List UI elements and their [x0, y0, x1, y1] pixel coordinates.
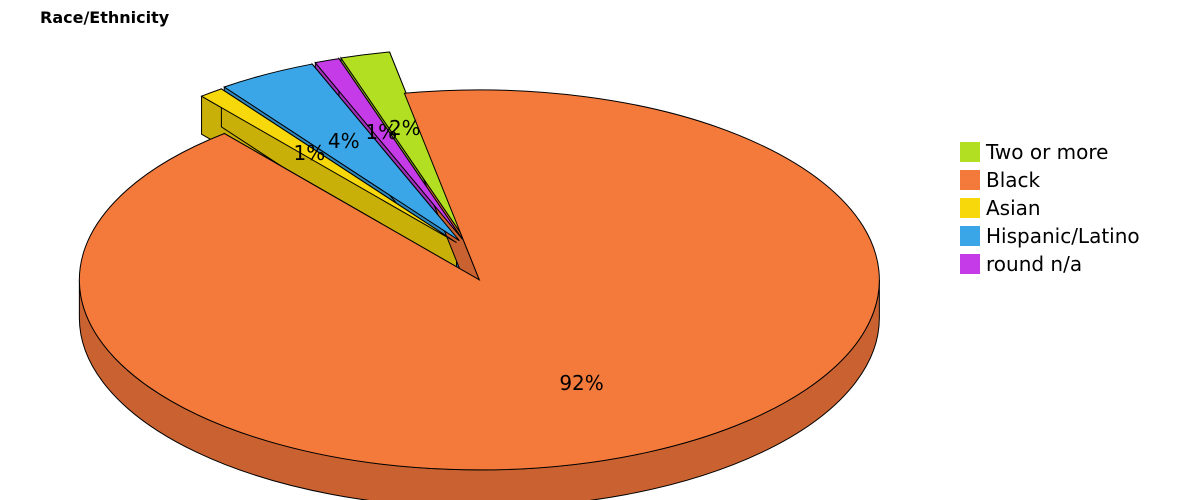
legend-item: Hispanic/Latino — [960, 224, 1140, 248]
legend-item: round n/a — [960, 252, 1140, 276]
legend-swatch — [960, 198, 980, 218]
legend-label: round n/a — [986, 252, 1082, 276]
legend-item: Asian — [960, 196, 1140, 220]
legend: Two or more Black Asian Hispanic/Latino roun… — [960, 140, 1140, 280]
slice-percent-label: 1% — [365, 120, 397, 144]
legend-item: Black — [960, 168, 1140, 192]
chart-title: Race/Ethnicity — [40, 8, 169, 27]
legend-label: Two or more — [986, 140, 1108, 164]
pie-slice — [79, 90, 879, 470]
legend-swatch — [960, 142, 980, 162]
slice-percent-label: 1% — [294, 141, 326, 165]
legend-label: Asian — [986, 196, 1041, 220]
slice-percent-label: 4% — [328, 129, 360, 153]
legend-label: Hispanic/Latino — [986, 224, 1140, 248]
legend-label: Black — [986, 168, 1040, 192]
slice-percent-label: 92% — [559, 371, 603, 395]
legend-swatch — [960, 254, 980, 274]
legend-item: Two or more — [960, 140, 1140, 164]
legend-swatch — [960, 226, 980, 246]
legend-swatch — [960, 170, 980, 190]
chart-stage: Race/Ethnicity Two or more Black Asian Hisp… — [0, 0, 1200, 500]
